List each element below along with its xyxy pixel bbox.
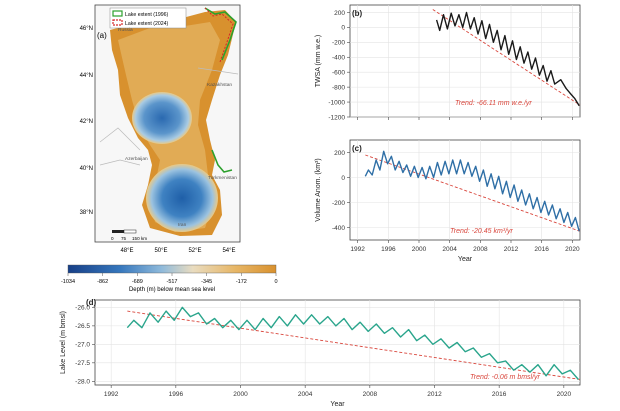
border-line bbox=[99, 159, 141, 166]
y-axis-label: Volume Anom. (km³) bbox=[315, 158, 322, 221]
x-axis-label: Year bbox=[330, 401, 345, 408]
panel-label-a: (a) bbox=[97, 31, 107, 40]
legend-swatch-2024 bbox=[112, 19, 123, 26]
data-series-line bbox=[435, 11, 580, 107]
depth-colorbar bbox=[67, 264, 277, 274]
place-label-iran: Iran bbox=[178, 222, 187, 228]
y-axis-label: Lake Level (m bmsl) bbox=[60, 311, 67, 374]
lon-tick: 54°E bbox=[222, 248, 235, 254]
y-tick-label: -400 bbox=[332, 55, 345, 62]
extent-2024-outline bbox=[204, 7, 234, 63]
x-tick-label: 1996 bbox=[169, 391, 184, 398]
colorbar-tick-label: -172 bbox=[236, 279, 247, 285]
scale-label-75: 75 bbox=[121, 236, 127, 241]
x-tick-label: 1992 bbox=[104, 391, 119, 398]
colorbar-label: Depth (m) below mean sea level bbox=[129, 287, 215, 293]
place-label-russia: Russia bbox=[118, 27, 133, 33]
twsa-chart: 200 0 -200 -400 -600 -800 -1000 -1200 TWSA (mm w… bbox=[315, 4, 581, 121]
x-tick-label: 2008 bbox=[473, 246, 488, 253]
y-tick-label: -400 bbox=[332, 225, 345, 232]
border-line bbox=[197, 67, 239, 75]
legend-label-1996: Lake extent (1996) bbox=[125, 12, 169, 18]
x-tick-label: 2000 bbox=[233, 391, 248, 398]
x-tick-label: 2004 bbox=[298, 391, 313, 398]
scale-label-150: 150 km bbox=[132, 236, 147, 241]
y-tick-label: -28.0 bbox=[75, 379, 90, 386]
trend-annotation: Trend: -20.45 km³/yr bbox=[450, 228, 514, 235]
extent-1996-outline bbox=[204, 7, 237, 61]
lat-tick: 44°N bbox=[80, 73, 93, 79]
map-legend bbox=[109, 7, 187, 29]
colorbar-tick-label: -1034 bbox=[61, 279, 75, 285]
x-axis-label: Year bbox=[458, 256, 473, 263]
y-tick-label: -800 bbox=[332, 84, 345, 91]
place-label-azerbaijan: Azerbaijan bbox=[125, 156, 148, 162]
y-tick-label: -27.0 bbox=[75, 342, 90, 349]
colorbar-tick-label: -345 bbox=[201, 279, 212, 285]
x-tick-label: 1992 bbox=[350, 246, 365, 253]
colorbar-tick-label: -689 bbox=[132, 279, 143, 285]
y-tick-label: 200 bbox=[334, 10, 345, 17]
data-series-line bbox=[126, 306, 579, 380]
x-tick-label: 2016 bbox=[534, 246, 549, 253]
data-series-line bbox=[364, 150, 580, 232]
border-line bbox=[99, 127, 141, 151]
extent-1996-outline bbox=[211, 149, 233, 173]
trend-annotation: Trend: -66.11 mm w.e./yr bbox=[455, 100, 532, 107]
south-caspian-basin bbox=[146, 164, 218, 232]
y-tick-label: -26.5 bbox=[75, 323, 90, 330]
scale-bar-black bbox=[112, 230, 124, 233]
lat-tick: 42°N bbox=[80, 119, 93, 125]
legend-swatch-1996 bbox=[112, 10, 123, 17]
lon-tick: 48°E bbox=[120, 248, 133, 254]
x-tick-label: 1996 bbox=[381, 246, 396, 253]
lat-tick: 38°N bbox=[80, 210, 93, 216]
lat-tick: 46°N bbox=[80, 26, 93, 32]
y-axis-label: TWSA (mm w.e.) bbox=[315, 35, 322, 88]
trend-line bbox=[432, 9, 581, 106]
x-tick-label: 2008 bbox=[363, 391, 378, 398]
colorbar-tick-label: -517 bbox=[166, 279, 177, 285]
panel-label: (b) bbox=[352, 9, 363, 18]
y-tick-label: 0 bbox=[341, 175, 345, 182]
x-tick-label: 2004 bbox=[442, 246, 457, 253]
place-label-turkmenistan: Turkmenistan bbox=[208, 175, 237, 181]
x-tick-label: 2012 bbox=[504, 246, 519, 253]
map-panel: Lake extent (1996) Lake extent (2024) (a… bbox=[61, 4, 278, 293]
lat-tick: 40°N bbox=[80, 166, 93, 172]
lake-level-chart: -26.0 -26.5 -27.0 -27.5 -28.0 1992 1996 2000 200… bbox=[60, 298, 581, 408]
y-tick-label: -200 bbox=[332, 200, 345, 207]
y-tick-label: 200 bbox=[334, 150, 345, 157]
lon-tick: 50°E bbox=[154, 248, 167, 254]
colorbar-ticks: -1034 -862 -689 -517 -345 -172 0 bbox=[61, 273, 278, 285]
scale-label-0: 0 bbox=[111, 236, 114, 241]
y-tick-label: -200 bbox=[332, 40, 345, 47]
x-tick-label: 2016 bbox=[492, 391, 507, 398]
trend-line bbox=[127, 310, 581, 380]
scale-bar-white bbox=[123, 229, 137, 234]
place-label-kazakhstan: Kazakhstan bbox=[207, 82, 232, 88]
y-tick-label: -600 bbox=[332, 70, 345, 77]
x-tick-label: 2000 bbox=[412, 246, 427, 253]
legend-label-2024: Lake extent (2024) bbox=[125, 21, 169, 27]
lon-tick: 52°E bbox=[188, 248, 201, 254]
x-tick-label: 2020 bbox=[565, 246, 580, 253]
y-tick-label: 0 bbox=[341, 25, 345, 32]
y-tick-label: -26.0 bbox=[75, 305, 90, 312]
trend-annotation: Trend: -0.06 m bmsl/yr bbox=[470, 374, 541, 381]
panel-label: (c) bbox=[352, 144, 362, 153]
x-tick-label: 2012 bbox=[427, 391, 442, 398]
y-tick-label: -1200 bbox=[328, 114, 345, 121]
colorbar-tick-label: -862 bbox=[97, 279, 108, 285]
y-tick-label: -27.5 bbox=[75, 360, 90, 367]
lon-ticks: 48°E 50°E 52°E 54°E bbox=[120, 248, 235, 254]
middle-caspian-basin bbox=[132, 92, 192, 144]
lat-ticks: 46°N 44°N 42°N 40°N 38°N bbox=[80, 26, 93, 216]
colorbar-tick-label: 0 bbox=[274, 279, 277, 285]
y-tick-label: -1000 bbox=[328, 99, 345, 106]
panel-label: (d) bbox=[86, 298, 97, 307]
x-tick-label: 2020 bbox=[557, 391, 572, 398]
